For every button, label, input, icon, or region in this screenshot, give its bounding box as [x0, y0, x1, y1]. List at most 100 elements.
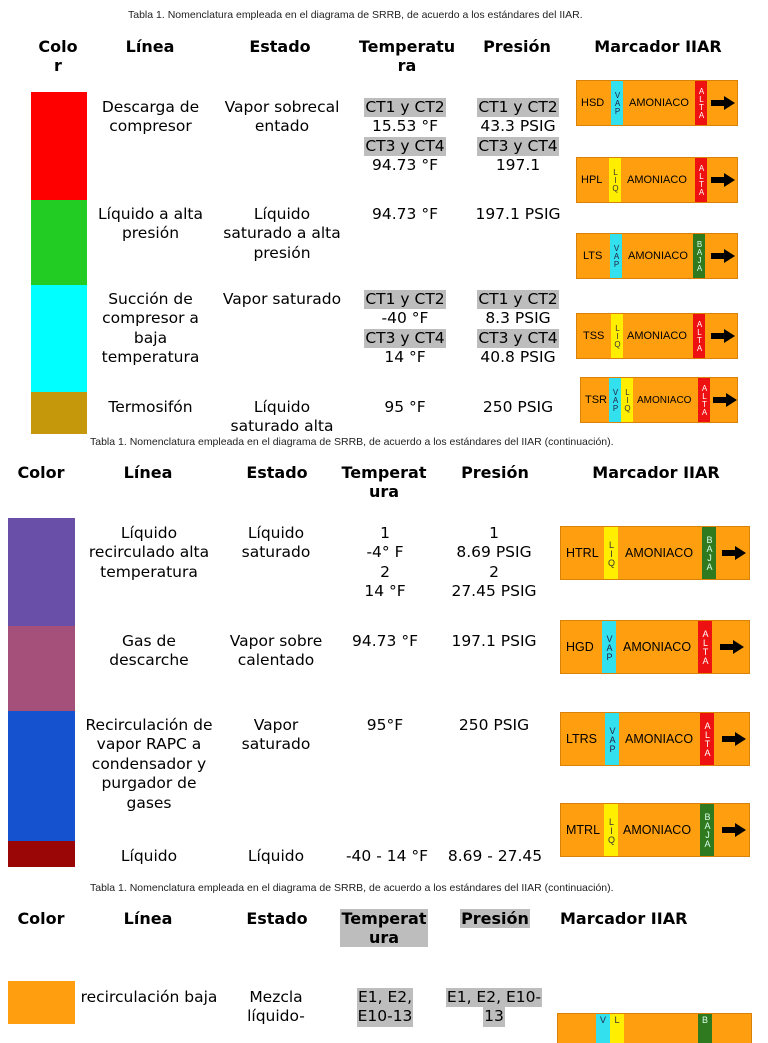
header-temperatura: Temperatura — [340, 909, 428, 947]
cell-estado: Vapor sobrecalentado — [229, 632, 323, 670]
color-swatch-mauve — [8, 626, 75, 711]
pres-value: 8.3 PSIG — [485, 309, 551, 328]
flow-arrow-icon — [722, 546, 746, 560]
header-temperatura-text: Temperatura — [340, 909, 428, 947]
pres-value: 43.3 PSIG — [480, 117, 556, 136]
iiar-marker-hgd: HGD VAP AMONIACO ALTA — [560, 620, 750, 674]
flow-arrow-icon — [711, 249, 735, 263]
header-color: Color — [17, 463, 65, 482]
flow-arrow-icon — [711, 96, 735, 110]
iiar-marker-partial: V L B — [557, 1013, 752, 1043]
iiar-marker-ltrs: LTRS VAP AMONIACO ALTA — [560, 712, 750, 766]
cell-linea: Líquido — [120, 847, 178, 865]
cell-linea: Líquido a alta presión — [98, 205, 203, 243]
temp-value: 14 °F — [384, 348, 426, 367]
header-linea: Línea — [125, 37, 175, 56]
flow-arrow-icon — [711, 329, 735, 343]
pres-value: 8.69 PSIG — [456, 543, 532, 562]
marker-fluid-name: AMONIACO — [629, 97, 689, 109]
cell-presion: 8.69 - 27.45 — [447, 847, 543, 865]
cell-temperatura: 94.73 °F — [372, 205, 438, 223]
iiar-marker-hpl: HPL LIQ AMONIACO ALTA — [576, 157, 738, 203]
header-linea: Línea — [123, 463, 173, 482]
cell-estado: Líquido saturado a alta presión — [223, 205, 341, 262]
table-caption: Tabla 1. Nomenclatura empleada en el dia… — [90, 882, 614, 894]
color-swatch-gold — [31, 392, 87, 434]
pres-group-label: 13 — [483, 1007, 505, 1027]
temp-group-label: 1 — [380, 524, 390, 542]
temp-value: 14 °F — [364, 582, 406, 601]
color-swatch-cyan — [31, 285, 87, 392]
temp-value: -4° F — [366, 543, 404, 562]
color-swatch-purple — [8, 518, 75, 626]
marker-code: TSS — [583, 330, 605, 342]
marker-fluid-name: AMONIACO — [625, 546, 694, 560]
cell-estado: Líquido saturado alta — [230, 398, 334, 434]
cell-presion: 197.1 PSIG — [475, 205, 561, 223]
marker-band-alta: ALTA — [693, 314, 705, 358]
cell-presion: CT1 y CT2 8.3 PSIG CT3 y CT4 40.8 PSIG — [468, 290, 568, 368]
marker-band-alta: ALTA — [698, 621, 712, 673]
marker-code: HSD — [581, 97, 605, 109]
pres-group-label: CT1 y CT2 — [477, 98, 559, 118]
iiar-marker-mtrl: MTRL LIQ AMONIACO BAJA — [560, 803, 750, 857]
header-presion: Presión — [450, 909, 540, 928]
cell-presion: 250 PSIG — [458, 716, 530, 734]
marker-code: HPL — [581, 174, 603, 186]
header-marcador: Marcador IIAR — [560, 909, 688, 928]
cell-linea: recirculación baja — [80, 988, 218, 1006]
iiar-marker-tsr: TSR VAP LIQ AMONIACO ALTA — [580, 377, 738, 423]
temp-group-label: CT1 y CT2 — [364, 98, 446, 118]
marker-band-alta: ALTA — [695, 81, 707, 125]
cell-presion: CT1 y CT2 43.3 PSIG CT3 y CT4 197.1 — [468, 98, 568, 176]
cell-temperatura: 95°F — [366, 716, 404, 734]
pres-value: 27.45 PSIG — [451, 582, 537, 601]
cell-linea: Descarga de compresor — [101, 98, 200, 136]
temp-group-label: E10-13 — [356, 1007, 414, 1027]
cell-temperatura: 95 °F — [384, 398, 426, 416]
marker-band-liq: LIQ — [611, 314, 623, 358]
marker-band-vap: VAP — [610, 234, 622, 278]
temp-value: -40 °F — [381, 309, 429, 328]
marker-fluid-name: AMONIACO — [623, 640, 692, 654]
color-swatch-red — [31, 92, 87, 200]
marker-band-vap: VAP — [609, 378, 621, 422]
marker-band-vap: VAP — [611, 81, 623, 125]
pres-value: 197.1 — [495, 156, 541, 175]
cell-linea: Termosifón — [108, 398, 193, 416]
cell-temperatura: CT1 y CT2 15.53 °F CT3 y CT4 94.73 °F — [355, 98, 455, 176]
marker-band-liq: L — [610, 1014, 624, 1043]
marker-code: HTRL — [566, 546, 599, 560]
flow-arrow-icon — [720, 640, 744, 654]
marker-fluid-name: AMONIACO — [623, 823, 692, 837]
flow-arrow-icon — [722, 823, 746, 837]
header-color: Color — [17, 909, 65, 928]
color-swatch-green — [31, 200, 87, 285]
header-marcador: Marcador IIAR — [594, 37, 722, 56]
pres-group-label: 1 — [489, 524, 499, 542]
flow-arrow-icon — [722, 732, 746, 746]
marker-band-liq: LIQ — [604, 527, 618, 579]
pres-group-label: 2 — [489, 562, 499, 581]
cell-linea: Gas de descarche — [109, 632, 189, 670]
header-temperatura: Temperatura — [358, 37, 456, 75]
marker-code: HGD — [566, 640, 594, 654]
cell-temperatura: 1 -4° F 2 14 °F — [335, 524, 435, 602]
marker-fluid-name: AMONIACO — [637, 394, 692, 406]
table-caption: Tabla 1. Nomenclatura empleada en el dia… — [128, 9, 583, 21]
marker-code: LTS — [583, 250, 603, 262]
pres-group-label: CT1 y CT2 — [477, 290, 559, 310]
cell-estado: Mezcla líquido- — [247, 988, 305, 1026]
color-swatch-blue — [8, 711, 75, 841]
marker-band-liq: LIQ — [604, 804, 618, 856]
pres-group-label: CT3 y CT4 — [477, 328, 559, 349]
header-presion: Presión — [461, 463, 529, 482]
temp-value: 15.53 °F — [372, 117, 438, 136]
marker-band-baja: BAJA — [700, 804, 714, 856]
iiar-marker-htrl: HTRL LIQ AMONIACO BAJA — [560, 526, 750, 580]
color-swatch-orange — [8, 981, 75, 1024]
cell-temperatura: 94.73 °F — [352, 632, 418, 650]
marker-band-vap: VAP — [602, 621, 616, 673]
marker-code: MTRL — [566, 823, 601, 837]
pres-group-label: CT3 y CT4 — [477, 136, 559, 157]
